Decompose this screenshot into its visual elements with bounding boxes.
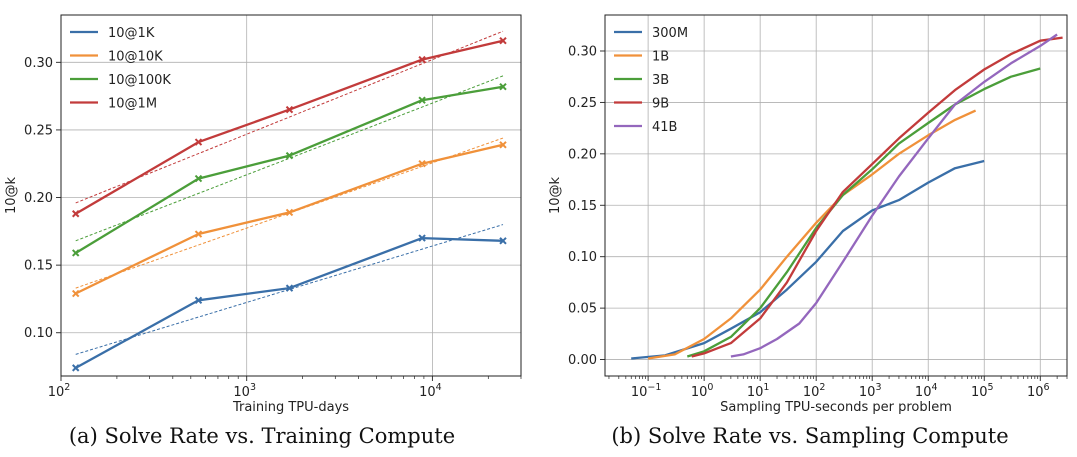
data-point-mark — [194, 138, 203, 146]
data-point-mark — [71, 210, 80, 218]
y-tick-label: 0.30 — [568, 44, 597, 59]
legend-label: 10@10K — [108, 50, 163, 65]
y-tick-label: 0.25 — [568, 96, 597, 111]
trend-line — [75, 224, 504, 355]
series-line — [75, 236, 504, 369]
data-point-mark — [499, 237, 507, 245]
series-line — [686, 67, 1041, 358]
figure-caption: (b) Solve Rate vs. Sampling Compute — [611, 424, 1008, 448]
x-tick-label: 104 — [419, 382, 442, 400]
x-tick-label: 103 — [859, 382, 882, 400]
legend-label: 300M — [652, 26, 688, 41]
y-tick-label: 0.15 — [568, 199, 597, 214]
y-tick-label: 0.15 — [24, 259, 53, 274]
data-point — [418, 55, 426, 64]
y-tick-label: 0.20 — [568, 147, 597, 162]
data-point — [499, 36, 507, 45]
y-tick-label: 0.00 — [568, 353, 597, 368]
series-line — [75, 143, 504, 295]
data-point — [285, 284, 294, 292]
data-point-mark — [194, 296, 203, 304]
y-tick-label: 0.10 — [24, 326, 53, 341]
x-axis-label: Training TPU-days — [232, 400, 349, 415]
y-axis-label: 10@k — [548, 176, 563, 214]
data-point-mark — [285, 208, 294, 217]
y-tick-label: 0.20 — [24, 191, 53, 206]
series-line — [75, 85, 504, 254]
data-point-mark — [418, 234, 426, 242]
trend-line — [75, 30, 504, 204]
figure-caption: (a) Solve Rate vs. Training Compute — [69, 424, 455, 448]
data-point-mark — [71, 364, 80, 372]
data-point-mark — [285, 284, 294, 292]
data-point-mark — [418, 55, 426, 64]
data-point — [285, 151, 294, 160]
plot-frame — [60, 14, 522, 377]
plot-frame — [604, 14, 1068, 377]
data-point — [418, 96, 426, 104]
data-point-mark — [418, 96, 426, 104]
x-tick-label: 101 — [747, 382, 770, 400]
legend-label: 10@100K — [108, 73, 171, 88]
y-tick-label: 0.05 — [568, 302, 597, 317]
data-point — [194, 230, 203, 238]
data-point-mark — [71, 289, 80, 298]
data-point — [71, 364, 80, 372]
data-point — [499, 237, 507, 245]
x-tick-label: 103 — [233, 382, 256, 400]
data-point — [418, 160, 426, 168]
data-point — [71, 289, 80, 298]
x-tick-label: 106 — [1027, 382, 1050, 400]
data-point — [71, 249, 80, 257]
data-point-mark — [285, 151, 294, 160]
data-point-mark — [499, 82, 507, 91]
legend-label: 9B — [652, 97, 669, 112]
x-tick-label: 104 — [915, 382, 938, 400]
data-point-mark — [499, 36, 507, 45]
legend-label: 1B — [652, 50, 669, 65]
data-point-mark — [71, 249, 80, 257]
data-point — [194, 174, 203, 183]
data-point — [194, 138, 203, 146]
data-point — [71, 210, 80, 218]
x-tick-label: 102 — [48, 382, 71, 400]
data-point — [499, 141, 507, 149]
data-point-mark — [285, 105, 294, 114]
x-axis-label: Sampling TPU-seconds per problem — [720, 400, 952, 415]
series-line — [691, 36, 1063, 358]
data-point — [499, 82, 507, 91]
data-point — [418, 234, 426, 242]
x-tick-label: 100 — [691, 382, 714, 400]
series-line — [75, 39, 504, 215]
data-point — [194, 296, 203, 304]
y-axis-label: 10@k — [4, 176, 19, 214]
data-point-mark — [194, 230, 203, 238]
series-line — [631, 159, 985, 360]
legend-label: 10@1K — [108, 26, 155, 41]
x-tick-label: 10−1 — [631, 382, 662, 400]
trend-line — [75, 75, 504, 242]
legend-label: 3B — [652, 73, 669, 88]
x-tick-label: 105 — [971, 382, 994, 400]
panel-a: 102 103 104 0.10 0.15 0.20 0.25 0.30 10@1K 10@10K… — [4, 14, 522, 448]
x-tick-label: 102 — [803, 382, 826, 400]
data-point-mark — [499, 141, 507, 149]
panel-b: 10−1 100 101 102 103 104 105 106 0.00 0.05 0.10 0.1… — [548, 14, 1068, 448]
legend-label: 41B — [652, 120, 677, 135]
legend-label: 10@1M — [108, 97, 157, 112]
data-point-mark — [418, 160, 426, 168]
y-tick-label: 0.10 — [568, 250, 597, 265]
y-tick-label: 0.30 — [24, 56, 53, 71]
series-line — [730, 33, 1058, 358]
data-point — [285, 105, 294, 114]
data-point — [285, 208, 294, 217]
series-line — [647, 109, 977, 360]
y-tick-label: 0.25 — [24, 123, 53, 138]
data-point-mark — [194, 174, 203, 183]
